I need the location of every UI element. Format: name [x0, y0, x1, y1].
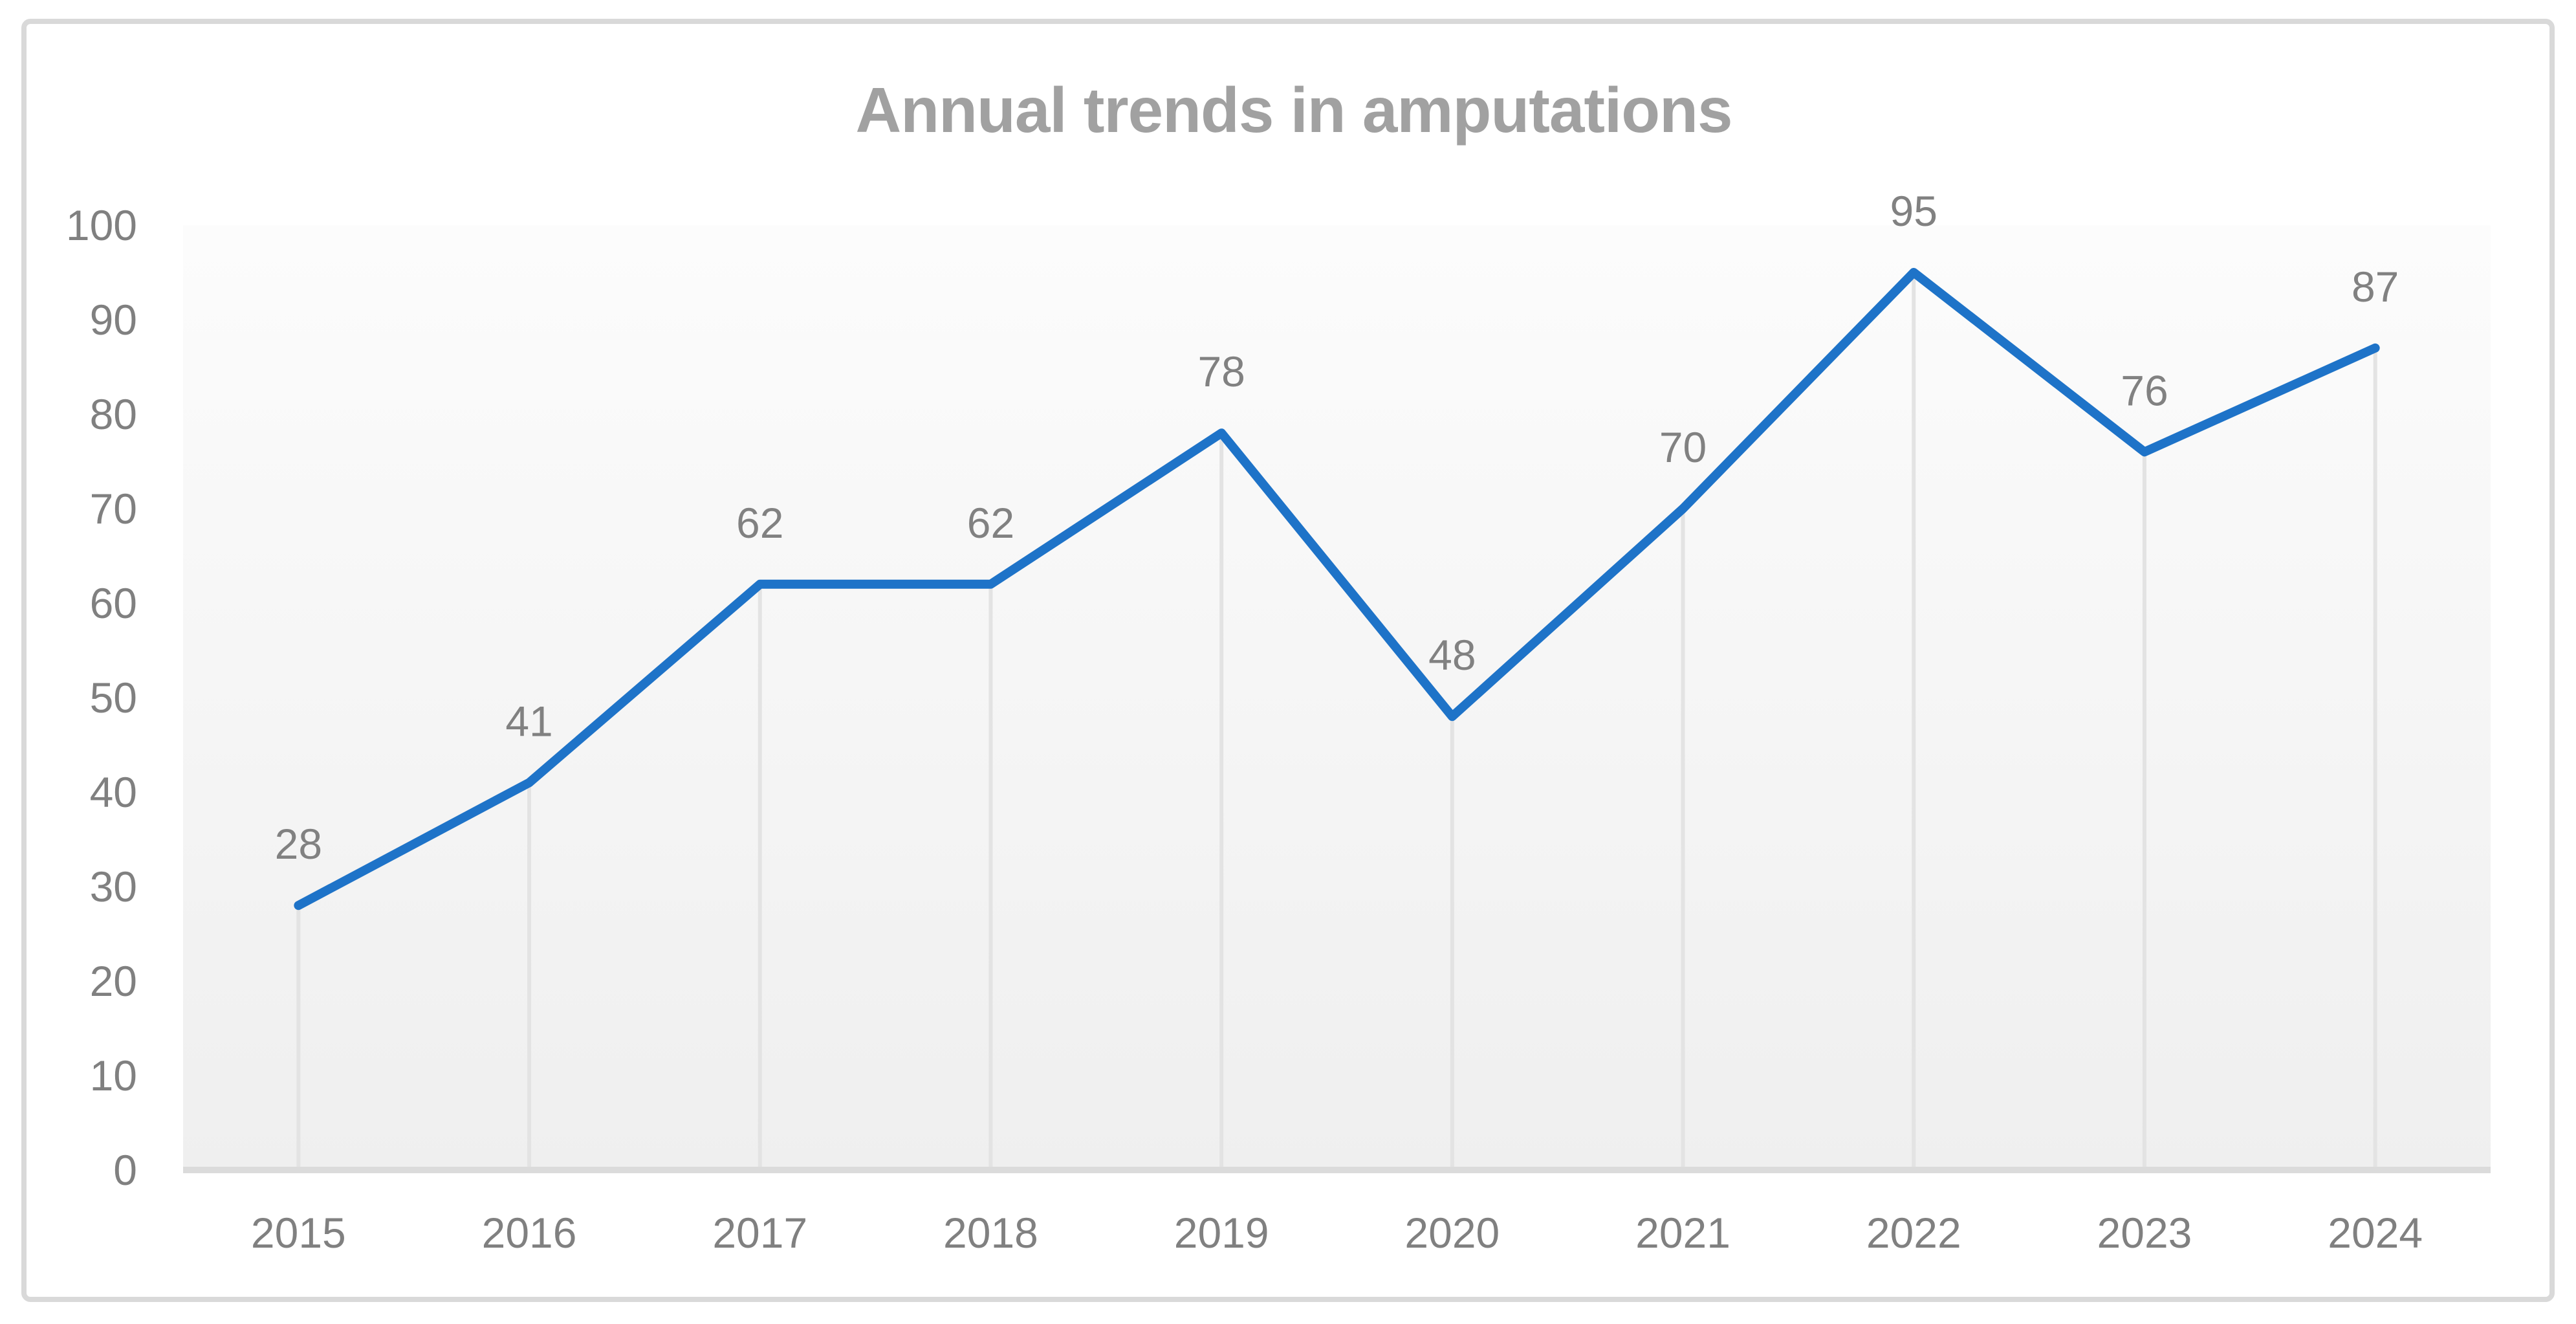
- series-data-labels: 28 41 62 62 78 48 70 95 76 87: [275, 187, 2399, 868]
- series-line: [294, 268, 2380, 910]
- x-axis-category-label: 2015: [251, 1209, 346, 1257]
- y-axis-tick-label: 0: [113, 1146, 137, 1194]
- x-axis-category-label: 2018: [943, 1209, 1038, 1257]
- chart-title: Annual trends in amputations: [856, 74, 1732, 146]
- data-label: 87: [2352, 263, 2399, 311]
- y-axis-tick-label: 50: [90, 674, 137, 722]
- y-axis-tick-label: 90: [90, 296, 137, 344]
- y-axis-tick-label: 60: [90, 579, 137, 627]
- x-axis-category-label: 2019: [1174, 1209, 1269, 1257]
- data-label: 78: [1197, 348, 1245, 395]
- y-axis-tick-label: 40: [90, 768, 137, 816]
- x-axis-category-label: 2016: [482, 1209, 577, 1257]
- y-axis-tick-label: 20: [90, 957, 137, 1005]
- x-axis-category-label: 2020: [1404, 1209, 1500, 1257]
- x-axis-category-label: 2023: [2097, 1209, 2192, 1257]
- x-axis-category-label: 2024: [2328, 1209, 2423, 1257]
- y-axis-tick-labels: 0 10 20 30 40 50 60 70 80 90 100: [66, 201, 137, 1194]
- data-label: 48: [1428, 631, 1476, 679]
- y-axis-tick-label: 80: [90, 390, 137, 438]
- data-label: 28: [275, 820, 322, 868]
- x-axis-category-label: 2022: [1866, 1209, 1961, 1257]
- data-label: 70: [1659, 423, 1707, 471]
- y-axis-tick-label: 30: [90, 863, 137, 910]
- data-label: 95: [1890, 187, 1937, 235]
- drop-lines-group: [296, 272, 2377, 1170]
- x-axis-category-label: 2017: [712, 1209, 807, 1257]
- y-axis-tick-label: 70: [90, 485, 137, 533]
- x-axis-category-labels: 2015 2016 2017 2018 2019 2020 2021 2022 2023 2024: [251, 1209, 2423, 1257]
- data-label: 62: [967, 499, 1014, 547]
- chart-border: [21, 19, 2555, 1302]
- data-label: 76: [2121, 366, 2168, 414]
- y-axis-tick-label: 10: [90, 1052, 137, 1099]
- plot-area-background: [183, 225, 2491, 1170]
- data-label: 62: [736, 499, 783, 547]
- y-axis-tick-label: 100: [66, 201, 137, 249]
- x-axis-category-label: 2021: [1635, 1209, 1730, 1257]
- data-label: 41: [505, 697, 552, 745]
